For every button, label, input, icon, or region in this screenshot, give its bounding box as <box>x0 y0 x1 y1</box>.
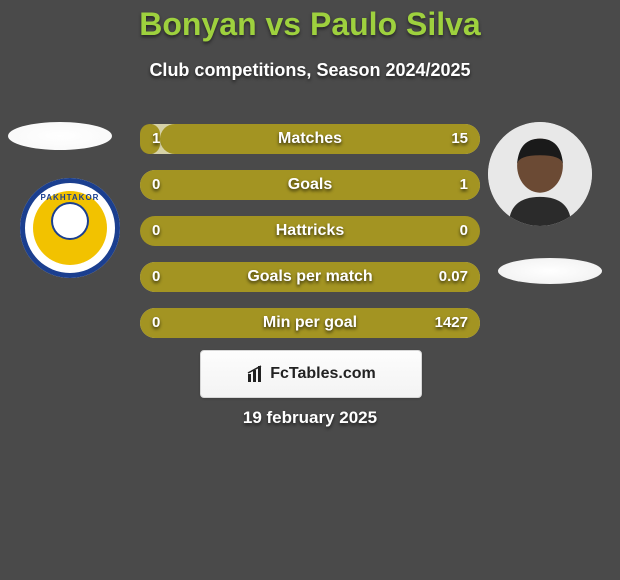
stat-label: Min per goal <box>140 308 480 338</box>
date-label: 19 february 2025 <box>0 408 620 428</box>
bars-icon <box>246 364 266 384</box>
site-label: FcTables.com <box>270 365 376 383</box>
player-left-avatar-placeholder <box>8 122 112 150</box>
stat-label: Matches <box>140 124 480 154</box>
stat-bar-min-per-goal: 01427Min per goal <box>140 308 480 338</box>
stat-bar-matches: 115Matches <box>140 124 480 154</box>
stat-label: Goals <box>140 170 480 200</box>
club-left-name: PAKHTAKOR <box>41 193 100 202</box>
stat-bar-goals: 01Goals <box>140 170 480 200</box>
stats-container: 115Matches 01Goals 00Hattricks 00.07Goals p… <box>140 124 480 354</box>
stat-bar-goals-per-match: 00.07Goals per match <box>140 262 480 292</box>
site-badge[interactable]: FcTables.com <box>200 350 422 398</box>
club-right-placeholder <box>498 258 602 284</box>
player-right-avatar <box>488 122 592 226</box>
page-title: Bonyan vs Paulo Silva <box>0 6 620 43</box>
stat-bar-hattricks: 00Hattricks <box>140 216 480 246</box>
stat-label: Goals per match <box>140 262 480 292</box>
page-subtitle: Club competitions, Season 2024/2025 <box>0 60 620 81</box>
club-left-crest: PAKHTAKOR <box>20 178 120 278</box>
stat-label: Hattricks <box>140 216 480 246</box>
